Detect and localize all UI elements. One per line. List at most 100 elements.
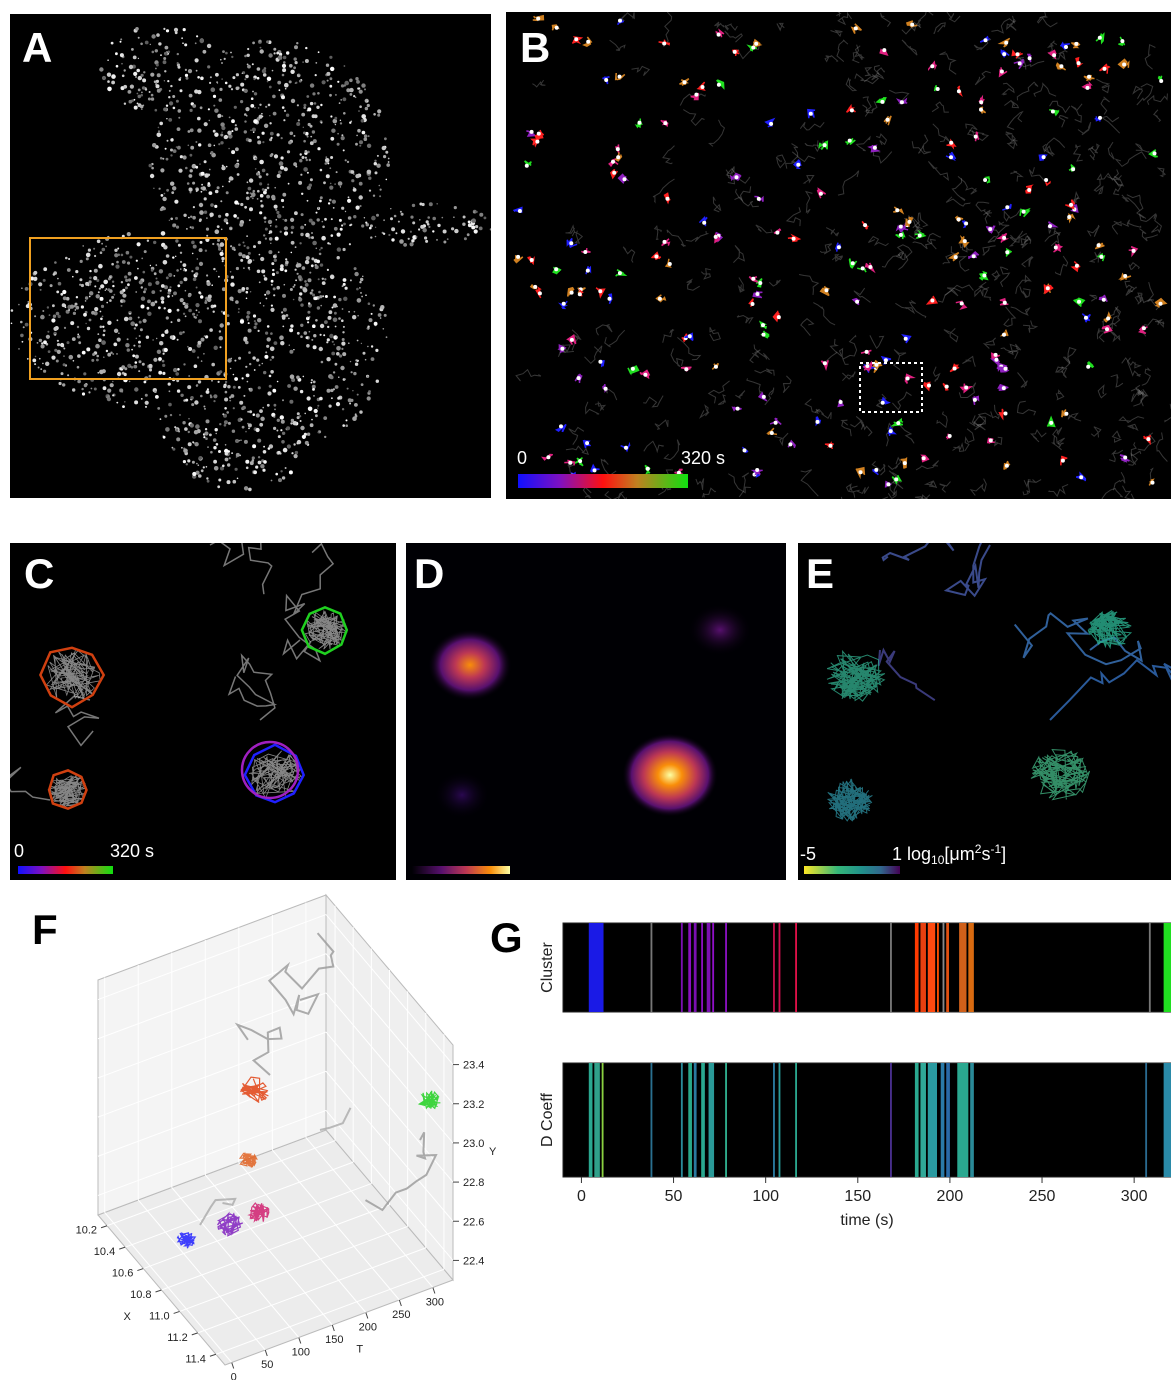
spot — [298, 119, 300, 121]
spot — [217, 186, 220, 189]
spot — [108, 277, 111, 280]
cluster-core — [654, 255, 658, 259]
spot — [253, 470, 257, 474]
spot — [341, 224, 343, 226]
spot — [77, 335, 80, 338]
spot — [427, 223, 430, 226]
spot — [282, 193, 286, 197]
spot — [159, 341, 163, 345]
spot — [380, 317, 382, 319]
spot — [310, 178, 313, 181]
spot — [39, 358, 41, 360]
spot — [311, 257, 314, 260]
spot — [72, 276, 74, 278]
spot — [375, 349, 378, 352]
tick-mark — [101, 1226, 107, 1228]
spot — [422, 203, 425, 206]
spot — [134, 327, 136, 329]
spot — [177, 309, 180, 312]
spot — [97, 240, 101, 244]
spot — [432, 230, 434, 232]
spot — [96, 355, 99, 358]
spot — [277, 381, 279, 383]
spot — [290, 70, 294, 74]
spot — [201, 187, 204, 190]
spot — [280, 264, 284, 268]
spot — [192, 461, 195, 464]
spot — [368, 390, 371, 393]
spot — [246, 235, 248, 237]
cluster-core — [1005, 205, 1009, 209]
spot — [246, 315, 250, 319]
spot — [475, 225, 478, 228]
spot — [89, 280, 92, 283]
cluster-core — [936, 87, 940, 91]
spot — [249, 269, 251, 271]
spot — [312, 130, 315, 133]
spot — [368, 302, 371, 305]
spot — [180, 394, 183, 397]
spot — [205, 250, 207, 252]
spot — [230, 282, 234, 286]
spot — [133, 56, 137, 60]
spot — [330, 137, 334, 141]
spot — [127, 348, 130, 351]
spot — [307, 317, 309, 319]
spot — [110, 383, 114, 387]
spot — [248, 187, 252, 191]
spot — [194, 400, 198, 404]
spot — [259, 423, 263, 427]
spot — [107, 389, 111, 393]
spot — [169, 220, 170, 221]
spot — [185, 74, 188, 77]
spot — [327, 338, 330, 341]
cluster-core — [717, 83, 721, 87]
spot — [67, 341, 70, 344]
spot — [217, 82, 218, 83]
spot — [172, 448, 175, 451]
spot — [350, 224, 352, 226]
spot — [360, 278, 363, 281]
colorbar-min: 0 — [14, 841, 24, 861]
spot — [163, 108, 167, 112]
cluster-core — [949, 141, 953, 145]
x-tick-label: 100 — [292, 1347, 310, 1359]
spot — [151, 302, 156, 307]
spot — [227, 322, 230, 325]
spot — [343, 248, 346, 251]
spot — [196, 287, 198, 289]
spot — [269, 444, 273, 448]
spot — [157, 407, 160, 410]
spot — [198, 319, 202, 323]
spot — [188, 375, 190, 377]
tick-mark — [332, 1325, 334, 1331]
spot — [141, 398, 143, 400]
spot — [247, 54, 250, 57]
event-bar — [943, 923, 945, 1012]
spot — [236, 73, 239, 76]
spot — [222, 115, 224, 117]
spot — [156, 264, 158, 266]
spot — [348, 216, 352, 220]
spot — [310, 83, 314, 87]
spot — [384, 314, 387, 317]
cluster-core — [1087, 75, 1091, 79]
spot — [284, 231, 288, 235]
spot — [294, 45, 298, 49]
spot — [454, 229, 458, 233]
spot — [27, 358, 29, 360]
cluster-core — [770, 431, 774, 435]
spot — [204, 335, 206, 337]
spot — [343, 149, 345, 151]
spot — [168, 51, 171, 54]
spot — [248, 259, 252, 263]
spot — [100, 284, 104, 288]
x-tick-label: 11.4 — [185, 1353, 206, 1365]
spot — [302, 266, 306, 270]
spot — [225, 82, 228, 85]
spot — [247, 181, 249, 183]
spot — [247, 423, 249, 425]
spot — [190, 396, 194, 400]
spot — [150, 265, 151, 266]
spot — [86, 257, 89, 260]
